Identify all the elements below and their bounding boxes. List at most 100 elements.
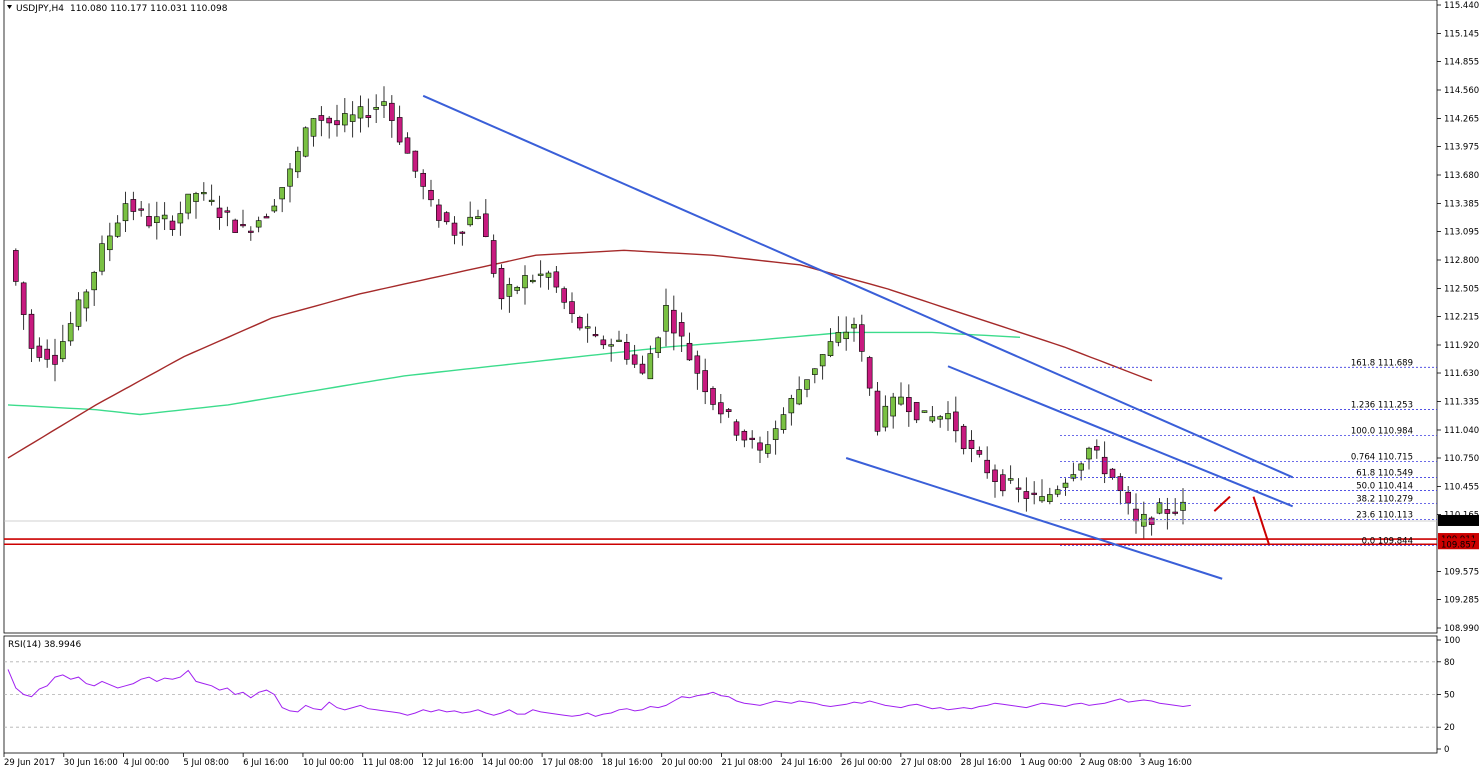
candle-body — [1078, 463, 1084, 471]
candle-body — [365, 115, 372, 118]
candle-body — [819, 354, 826, 367]
price-tick-label: 112.505 — [1444, 284, 1479, 294]
time-tick-label: 3 Aug 16:00 — [1140, 758, 1192, 768]
candle-body — [216, 207, 223, 219]
candle-body — [161, 214, 168, 220]
price-tick-label: 114.560 — [1444, 86, 1479, 96]
candle-body — [428, 189, 434, 201]
fib-level-label: 161.8 111.689 — [1351, 358, 1413, 368]
trendline — [422, 94, 1294, 479]
candle-body — [600, 339, 607, 346]
candle-body — [52, 354, 58, 365]
candle-body — [1101, 456, 1108, 475]
candle-body — [1054, 489, 1061, 495]
candle-body — [169, 220, 176, 230]
candle-body — [475, 216, 481, 219]
rsi-tick-label: 20 — [1444, 723, 1455, 733]
candle-body — [412, 150, 419, 172]
candle-body — [13, 250, 19, 282]
time-tick-label: 4 Jul 00:00 — [124, 758, 170, 768]
candle-body — [1125, 491, 1131, 504]
candle-body — [130, 199, 137, 212]
axes: 115.440 115.145 114.855 114.560 114.265 113.9… — [3, 1, 1479, 768]
price-tick-label: 113.680 — [1444, 171, 1479, 181]
candle-body — [318, 115, 325, 121]
candle-body — [185, 193, 191, 214]
price-tick-label: 113.975 — [1444, 143, 1479, 153]
fib-level-label: 1.236 111.253 — [1351, 400, 1413, 410]
candle-body — [663, 305, 669, 332]
candle-body — [592, 334, 599, 337]
trendline — [845, 457, 1223, 580]
candle-body — [992, 469, 998, 482]
candle-body — [788, 398, 795, 414]
candle-body — [420, 172, 426, 187]
time-tick-label: 17 Jul 08:00 — [542, 758, 593, 768]
candle-body — [780, 414, 787, 430]
time-tick-label: 2 Aug 08:00 — [1080, 758, 1132, 768]
candle-body — [498, 268, 505, 300]
candle-body — [757, 442, 763, 451]
candle-body — [984, 459, 990, 474]
price-tick-label: 108.990 — [1444, 624, 1479, 634]
price-tag — [1438, 538, 1479, 550]
candle-body — [83, 291, 90, 309]
candle-body — [765, 444, 771, 454]
price-tick-label: 112.215 — [1444, 313, 1479, 323]
collapse-icon[interactable] — [7, 5, 12, 9]
candle-body — [1109, 468, 1116, 478]
rsi-tick-label: 50 — [1444, 691, 1455, 701]
price-tag-label: 109.857 — [1441, 540, 1476, 550]
candle-body — [193, 193, 199, 202]
candle-body — [451, 222, 458, 236]
candle-body — [702, 370, 708, 393]
price-tick-label: 112.800 — [1444, 256, 1479, 266]
candle-body — [686, 342, 693, 361]
rsi-tick-label: 0 — [1444, 745, 1449, 755]
price-tick-label: 109.575 — [1444, 567, 1479, 577]
candle-body — [146, 215, 152, 227]
rsi-plot — [4, 661, 1437, 728]
candle-body — [1094, 446, 1100, 451]
candle-body — [804, 379, 810, 390]
candle-body — [443, 212, 450, 223]
candle-body — [882, 405, 889, 428]
candle-body — [859, 324, 865, 352]
main-pane[interactable] — [3, 0, 1438, 634]
candle-body — [1062, 482, 1069, 488]
candle-body — [874, 390, 881, 432]
candle-body — [514, 286, 520, 291]
price-tick-label: 114.855 — [1444, 58, 1479, 68]
candle-body — [678, 322, 685, 337]
price-tick-label: 113.385 — [1444, 199, 1479, 209]
price-tick-label: 110.455 — [1444, 482, 1479, 492]
candle-body — [898, 396, 904, 405]
candle-body — [506, 284, 513, 297]
candle-body — [725, 409, 732, 412]
price-tick-label: 111.335 — [1444, 397, 1479, 407]
candle-body — [154, 216, 160, 223]
candle-body — [208, 199, 215, 202]
time-tick-label: 10 Jul 00:00 — [303, 758, 354, 768]
candle-body — [906, 397, 912, 413]
candle-body — [945, 413, 951, 420]
time-tick-label: 5 Jul 08:00 — [183, 758, 229, 768]
candle-body — [302, 127, 309, 157]
candle-body — [1007, 478, 1014, 481]
candle-body — [490, 240, 497, 274]
price-tick-label: 115.145 — [1444, 29, 1479, 39]
candle-body — [373, 107, 379, 110]
candle-body — [835, 332, 842, 343]
candle-body — [1039, 496, 1045, 502]
candle-body — [67, 323, 74, 342]
time-tick-label: 21 Jul 08:00 — [721, 758, 772, 768]
price-tick-label: 111.630 — [1444, 369, 1479, 379]
candle-body — [694, 355, 701, 374]
fib-level-label: 23.6 110.113 — [1356, 511, 1413, 521]
projection-arrow — [1252, 496, 1271, 546]
candle-body — [60, 341, 66, 360]
candle-body — [851, 323, 857, 329]
time-tick-label: 27 Jul 08:00 — [901, 758, 952, 768]
candle-body — [631, 354, 638, 365]
price-tick-label: 115.440 — [1444, 1, 1479, 11]
